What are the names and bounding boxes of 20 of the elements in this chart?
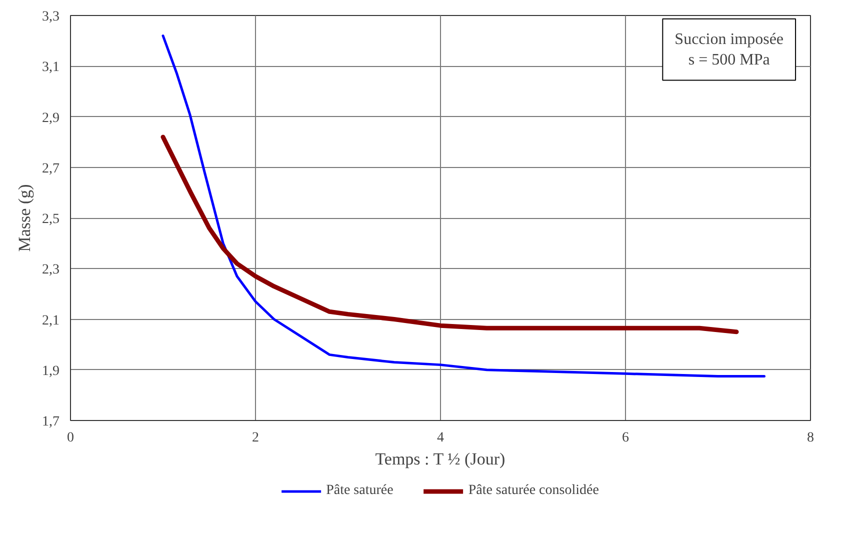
y-tick-label: 1,7 xyxy=(42,414,60,430)
line-series xyxy=(160,134,739,334)
x-tick-label: 4 xyxy=(437,430,444,446)
y-tick-label: 2,1 xyxy=(42,313,60,328)
x-tick-label: 2 xyxy=(252,430,259,446)
y-axis-title: Masse (g) xyxy=(15,184,34,252)
y-tick-label: 2,7 xyxy=(42,161,60,176)
x-axis-title: Temps : T ½ (Jour) xyxy=(375,450,506,468)
y-tick-label: 3,3 xyxy=(42,10,60,24)
legend-label: Pâte saturée consolidée xyxy=(468,483,599,499)
annotation: Succion imposée s = 500 MPa xyxy=(674,30,784,68)
y-tick-label: 2,3 xyxy=(42,262,60,278)
y-tick-label: 3,1 xyxy=(42,60,60,76)
x-tick-label: 0 xyxy=(67,430,74,446)
x-tick-label: 8 xyxy=(807,430,814,446)
x-tick-label: 6 xyxy=(622,430,629,446)
y-tick-label: 2,5 xyxy=(42,212,60,227)
y-tick-label: 1,9 xyxy=(42,364,60,379)
legend-label: Pâte saturée xyxy=(326,483,394,499)
y-tick-label: 2,9 xyxy=(42,110,60,126)
